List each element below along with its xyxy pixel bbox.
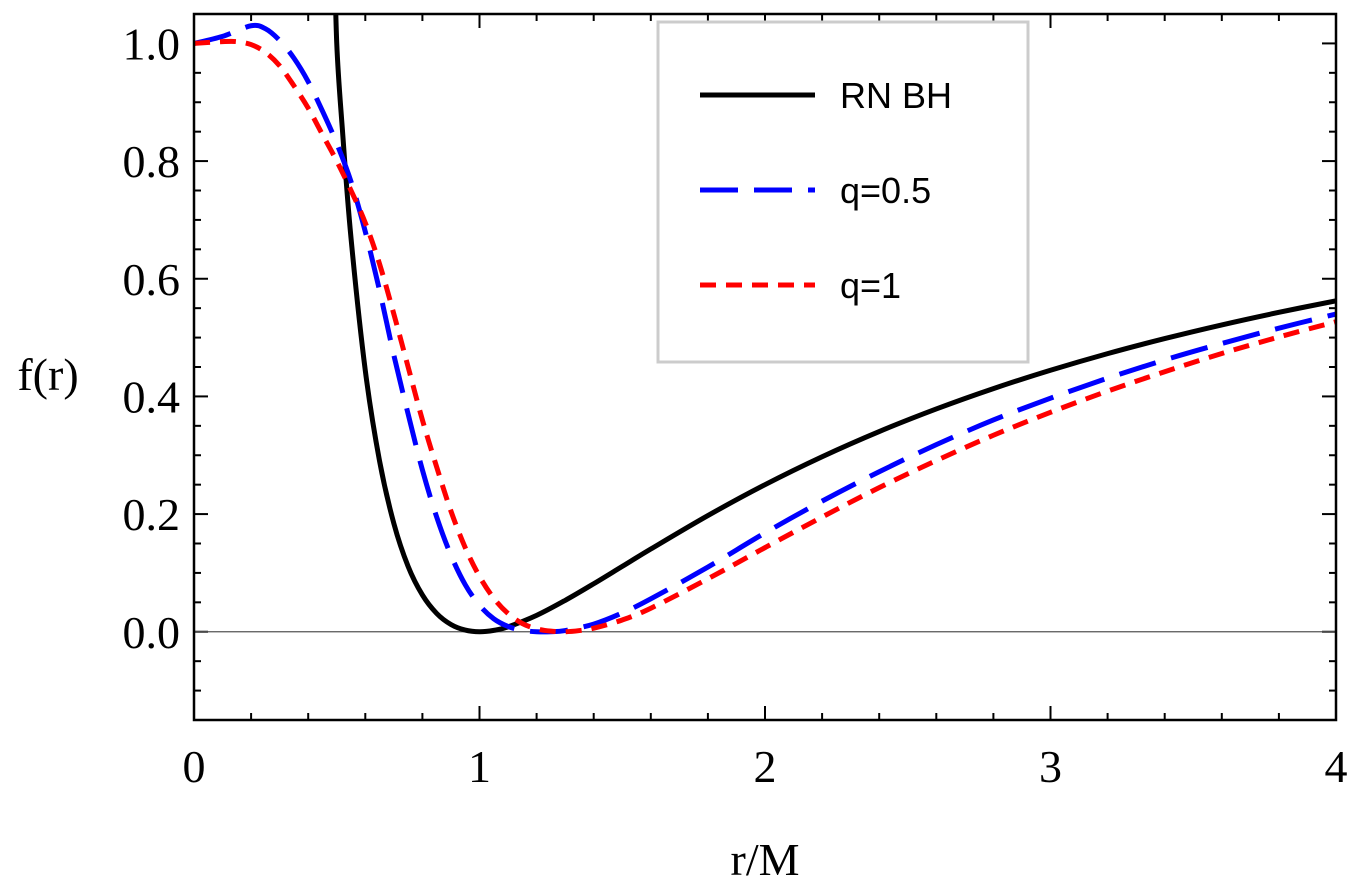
y-tick-label: 0.8 [123, 136, 181, 187]
legend: RN BH q=0.5 q=1 [656, 20, 1030, 364]
y-tick-label: 0.6 [123, 254, 181, 305]
series-line-2 [194, 22, 1336, 635]
x-tick-label: 2 [754, 741, 777, 792]
plot-frame [192, 12, 1338, 722]
x-axis-label: r/M [731, 834, 800, 885]
series-line-1 [333, 14, 1336, 635]
series-line-3 [194, 38, 1336, 635]
y-axis-label: f(r) [17, 349, 78, 400]
legend-label-1: RN BH [840, 75, 952, 116]
legend-label-3: q=1 [840, 265, 901, 306]
y-tick-label: 0.2 [123, 489, 181, 540]
x-tick-label: 0 [183, 741, 206, 792]
y-tick-label: 0.0 [123, 607, 181, 658]
y-tick-label: 0.4 [123, 371, 181, 422]
legend-label-2: q=0.5 [840, 170, 931, 211]
x-tick-label: 3 [1039, 741, 1062, 792]
series-layer [194, 14, 1336, 635]
x-tick-label: 1 [468, 741, 491, 792]
tick-labels: 0 1 2 3 4 0.0 0.2 0.4 0.6 0.8 1.0 [123, 18, 1348, 792]
x-tick-label: 4 [1325, 741, 1348, 792]
y-tick-label: 1.0 [123, 18, 181, 69]
